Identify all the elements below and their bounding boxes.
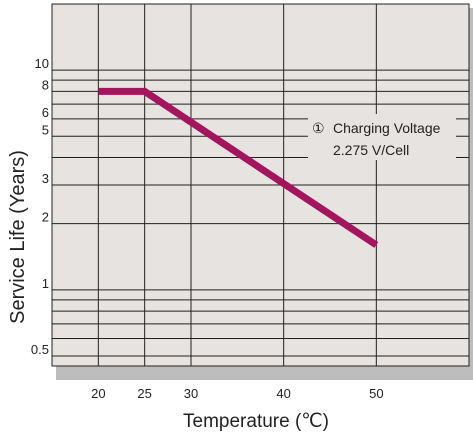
annotation-line-2: 2.275 V/Cell xyxy=(333,142,409,158)
annotation-marker: ① xyxy=(312,120,325,136)
x-tick-label: 50 xyxy=(369,386,383,401)
y-tick-labels: 0.5 1 2 3 5 6 8 10 xyxy=(31,56,49,357)
y-axis-title: Service Life (Years) xyxy=(7,150,29,324)
x-tick-label: 25 xyxy=(137,386,151,401)
y-tick-label: 6 xyxy=(42,105,49,120)
y-tick-label: 5 xyxy=(42,122,49,137)
y-tick-label: 1 xyxy=(42,276,49,291)
y-tick-label: 10 xyxy=(35,56,49,71)
y-tick-label: 0.5 xyxy=(31,342,49,357)
y-tick-label: 3 xyxy=(42,171,49,186)
annotation: ① Charging Voltage 2.275 V/Cell xyxy=(308,114,456,160)
annotation-line-1: Charging Voltage xyxy=(333,120,441,136)
x-tick-labels: 20 25 30 40 50 xyxy=(91,386,383,401)
series-line-charging-voltage xyxy=(98,87,379,248)
x-tick-label: 20 xyxy=(91,386,105,401)
x-axis-title: Temperature (℃) xyxy=(183,411,329,432)
annotation-background xyxy=(308,114,456,160)
x-tick-label: 40 xyxy=(276,386,290,401)
y-tick-label: 8 xyxy=(42,77,49,92)
y-tick-label: 2 xyxy=(42,210,49,225)
x-tick-label: 30 xyxy=(184,386,198,401)
